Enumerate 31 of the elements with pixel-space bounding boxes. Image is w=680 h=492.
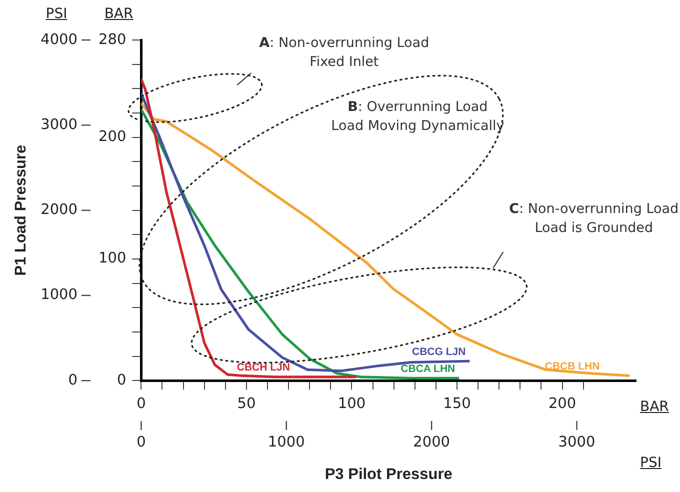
series-label: CBCB LHN [544,360,600,372]
x-tick-label: 150 [443,396,471,412]
annotation: B: Overrunning Load Load Moving Dynamically [331,99,504,136]
series-label: CBCH LJN [236,362,290,374]
y-tick-label: 4000 [40,32,78,48]
x2-tick-label: 1000 [268,434,305,450]
text: BAR [640,398,669,415]
y-tick-label: 2000 [40,202,78,218]
y2-tick-label: 200 [98,129,126,146]
x-tick-label: 200 [548,396,576,412]
text: PSI [46,6,68,22]
y-tick-label: 1000 [40,287,78,304]
series-label: CBCG LJN [412,346,466,358]
x2-tick-label: 0 [136,434,146,450]
y2-tick-label: 100 [98,250,126,267]
annotation: A: Non-overrunning Load Fixed Inlet [259,35,430,72]
x-axis-title: P3 Pilot Pressure [324,466,453,483]
x-tick-label: 0 [136,396,146,412]
x2-tick-label: 2000 [413,434,450,450]
text: PSI [640,455,662,471]
series-label: CBCA LHN [400,362,456,375]
x-tick-label: 50 [237,396,256,412]
y2-tick-label: 0 [116,372,126,388]
annotation: C: Non-overrunning Load Load is Grounded [509,201,679,238]
y-tick-label: 3000 [40,116,78,133]
x-tick-label: 100 [338,396,366,412]
y2-tick-label: 280 [98,32,126,48]
y-axis-title: P1 Load Pressure [12,144,30,276]
x2-tick-label: 3000 [558,434,596,450]
y-tick-label: 0 [68,372,78,388]
text: BAR [104,6,134,22]
